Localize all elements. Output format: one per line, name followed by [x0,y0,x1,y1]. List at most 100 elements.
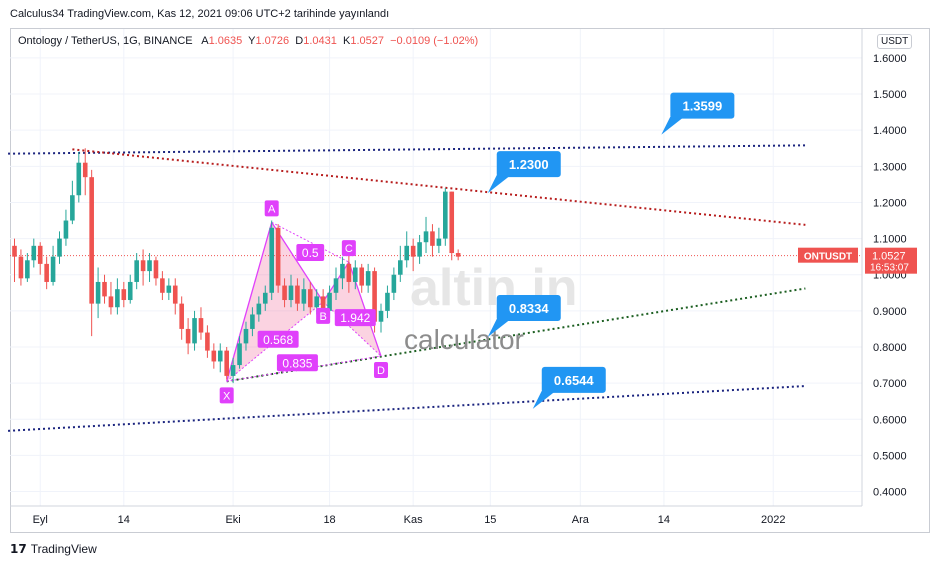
time-tick-label: 15 [484,514,496,526]
candle-body [121,289,127,301]
time-tick-label: 18 [323,514,335,526]
candle-body [95,281,101,304]
pattern-leg [226,222,273,382]
low-label: D [295,35,304,47]
candle-body [391,274,397,293]
symbol-badge [798,247,858,263]
pattern-ratio-badge [276,354,318,372]
pattern-ratio-label: 0.5 [302,246,319,260]
candle-body [423,231,429,243]
callout-label: 1.2300 [509,157,549,172]
price-tick-label: 1.5000 [873,89,907,101]
candle-body [179,303,184,329]
callout-box [670,92,735,119]
price-tick-label: 0.6000 [873,414,907,426]
low-value: 1.0431 [303,35,337,47]
candle-body [398,260,403,275]
symbol-name: Ontology / TetherUS, 1G, BINANCE [18,35,193,47]
candle-body [25,260,30,279]
time-tick-label: Eyl [33,514,48,526]
high-label: Y [248,35,256,47]
change-value: −0.0109 (−1.02%) [390,35,479,47]
trend-line [8,385,806,432]
footer-brand: 𝟭𝟳 TradingView [10,542,97,556]
pattern-ratio-label: 0.568 [263,333,293,347]
candle-body [365,271,371,286]
candle-body [108,296,114,308]
countdown-label: 16:53:07 [870,263,909,274]
candle-body [70,195,75,221]
price-axis: 0.40000.50000.60000.70000.80000.90001.00… [798,29,917,506]
candle-body [320,296,326,311]
candle-body [385,292,390,311]
pattern-ratio-badge [257,330,299,348]
candle-body [63,220,69,239]
candle-body [346,263,352,282]
trend-lines [8,144,862,432]
pattern-ratio-label: 0.835 [282,356,312,370]
price-tick-label: 0.9000 [873,306,907,318]
trend-line [72,148,806,226]
pattern-point-badge [316,307,331,324]
time-tick-label: Ara [572,514,590,526]
candle-body [192,318,197,344]
tradingview-logo-icon: 𝟭𝟳 [10,542,27,556]
pattern-point-badge [374,362,389,379]
candles [12,148,461,384]
candle-body [340,263,345,279]
close-value: 1.0527 [350,35,384,47]
candle-body [102,281,107,297]
time-tick-label: 14 [658,514,670,526]
open-value: 1.0635 [208,35,243,47]
candle-body [166,285,172,293]
open-label: A [201,35,209,47]
candle-body [198,318,204,333]
candle-body [57,238,62,257]
pattern-ratio-line [322,301,382,357]
time-axis: Eyl 14 Eki 18 Kas 15 Ara 14 2022 [10,505,862,526]
candle-body [404,245,410,261]
candle-body [217,350,223,362]
candle-body [307,289,313,308]
callout-box [496,151,561,178]
candle-body [205,332,210,351]
callout-pointer [487,318,511,337]
time-tick-label: Kas [404,514,423,526]
time-tick-label: 2022 [761,514,785,526]
candle-body [147,260,152,272]
candle-body [172,285,178,304]
trend-line [8,144,806,155]
pattern-point-badge [219,387,234,404]
candle-body [430,231,435,246]
price-tick-label: 1.3000 [873,161,907,173]
callout-label: 0.8334 [509,301,550,316]
candle-body [262,292,268,304]
candle-body [44,263,49,282]
currency-button[interactable]: USDT [877,34,913,49]
pattern-point-label: A [268,203,276,215]
grid-lines [10,29,862,506]
callout-pointer [661,116,685,135]
price-tick-label: 0.7000 [873,378,907,390]
candle-body [443,191,448,239]
candle-body [436,238,442,246]
candle-body [127,281,133,301]
candle-body [185,328,191,344]
pattern-ratio-line [271,221,350,263]
price-tick-label: 1.4000 [873,125,907,137]
candle-body [455,253,461,257]
pattern-triangle-xab [226,222,324,382]
candle-body [288,285,294,301]
candle-body [282,285,287,301]
price-badge [865,247,917,274]
callout-pointer [532,390,556,409]
candle-body [224,350,229,376]
candle-body [76,162,82,196]
pattern-ratio-badge [296,244,325,262]
callout-label: 0.6544 [554,373,595,388]
callout-box [496,294,561,321]
candle-body [295,285,300,304]
price-tick-label: 0.4000 [873,487,907,499]
pattern-ratio-badge [334,309,376,327]
